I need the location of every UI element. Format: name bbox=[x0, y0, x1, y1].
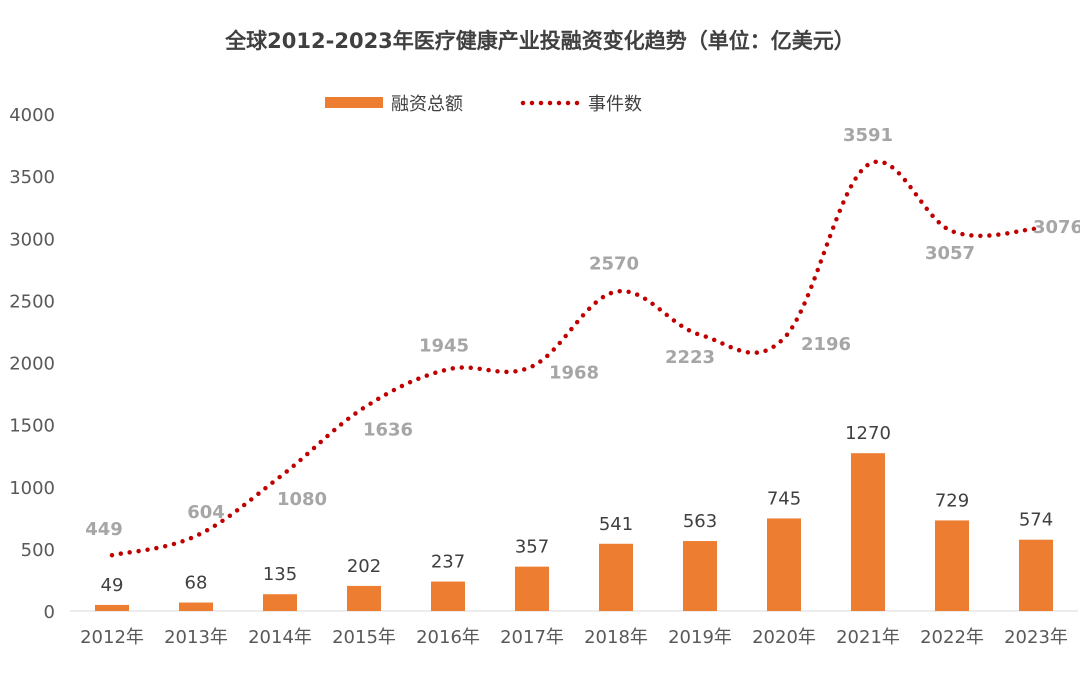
x-tick-label: 2013年 bbox=[164, 627, 228, 648]
bar-value-label: 68 bbox=[185, 573, 208, 594]
bar-value-label: 745 bbox=[767, 488, 801, 509]
bar-value-label: 574 bbox=[1019, 510, 1053, 531]
line-value-label: 2196 bbox=[801, 334, 851, 355]
bar bbox=[431, 581, 465, 611]
line-value-label: 2570 bbox=[589, 254, 639, 275]
bar bbox=[851, 453, 885, 611]
line-labels: 449 604 1080 1636 1945 1968 2570 2223 2196 3591 30… bbox=[85, 125, 1080, 540]
line-value-label: 1636 bbox=[363, 420, 413, 441]
x-tick-label: 2021年 bbox=[836, 627, 900, 648]
line-path bbox=[109, 159, 1039, 558]
bar-value-label: 541 bbox=[599, 514, 633, 535]
y-tick-label: 0 bbox=[44, 602, 55, 623]
chart-title: 全球2012-2023年医疗健康产业投融资变化趋势（单位：亿美元） bbox=[224, 29, 855, 53]
bar bbox=[515, 566, 549, 611]
x-tick-label: 2018年 bbox=[584, 627, 648, 648]
line-value-label: 1080 bbox=[277, 489, 327, 510]
line-series bbox=[109, 159, 1039, 558]
legend-swatch-bars bbox=[325, 97, 383, 108]
x-tick-label: 2019年 bbox=[668, 627, 732, 648]
line-value-label: 3076 bbox=[1033, 217, 1080, 238]
bar-value-label: 237 bbox=[431, 552, 465, 573]
x-tick-label: 2023年 bbox=[1004, 627, 1068, 648]
bar-value-label: 202 bbox=[347, 556, 381, 577]
bar bbox=[95, 604, 129, 611]
bar bbox=[1019, 539, 1053, 611]
legend-label-bars: 融资总额 bbox=[391, 94, 463, 115]
y-tick-label: 3000 bbox=[9, 229, 55, 250]
bar-value-label: 563 bbox=[683, 511, 717, 532]
bar-value-label: 49 bbox=[101, 575, 124, 596]
bar-value-label: 1270 bbox=[845, 423, 891, 444]
x-tick-label: 2014年 bbox=[248, 627, 312, 648]
bar bbox=[599, 543, 633, 611]
line-value-label: 3057 bbox=[925, 243, 975, 264]
y-tick-label: 1500 bbox=[9, 416, 55, 437]
line-value-label: 3591 bbox=[843, 125, 893, 146]
x-tick-label: 2012年 bbox=[80, 627, 144, 648]
x-tick-label: 2016年 bbox=[416, 627, 480, 648]
line-value-label: 2223 bbox=[665, 347, 715, 368]
bar bbox=[347, 585, 381, 611]
y-tick-label: 4000 bbox=[9, 105, 55, 126]
x-tick-label: 2022年 bbox=[920, 627, 984, 648]
bar-value-label: 357 bbox=[515, 537, 549, 558]
line-value-label: 604 bbox=[187, 502, 225, 523]
bar-value-label: 135 bbox=[263, 564, 297, 585]
bar-series bbox=[95, 453, 1053, 611]
line-value-label: 449 bbox=[85, 519, 123, 540]
y-tick-label: 1000 bbox=[9, 478, 55, 499]
line-value-label: 1945 bbox=[419, 335, 469, 356]
bar-labels: 49 68 135 202 237 357 541 563 745 1270 729 574 bbox=[101, 423, 1054, 596]
bar-value-label: 729 bbox=[935, 490, 969, 511]
y-tick-label: 2500 bbox=[9, 291, 55, 312]
line-value-label: 1968 bbox=[549, 362, 599, 383]
y-axis: 0 500 1000 1500 2000 2500 3000 3500 4000 bbox=[9, 105, 55, 623]
bar bbox=[263, 594, 297, 611]
y-tick-label: 500 bbox=[21, 540, 55, 561]
x-axis: 2012年 2013年 2014年 2015年 2016年 2017年 2018年 2019年… bbox=[80, 627, 1068, 648]
y-tick-label: 2000 bbox=[9, 354, 55, 375]
bar bbox=[683, 541, 717, 611]
legend: 融资总额 事件数 bbox=[325, 94, 642, 115]
x-tick-label: 2017年 bbox=[500, 627, 564, 648]
x-tick-label: 2015年 bbox=[332, 627, 396, 648]
x-tick-label: 2020年 bbox=[752, 627, 816, 648]
bar bbox=[767, 518, 801, 611]
y-tick-label: 3500 bbox=[9, 167, 55, 188]
bar bbox=[179, 602, 213, 611]
bar bbox=[935, 520, 969, 611]
legend-label-line: 事件数 bbox=[588, 94, 642, 115]
